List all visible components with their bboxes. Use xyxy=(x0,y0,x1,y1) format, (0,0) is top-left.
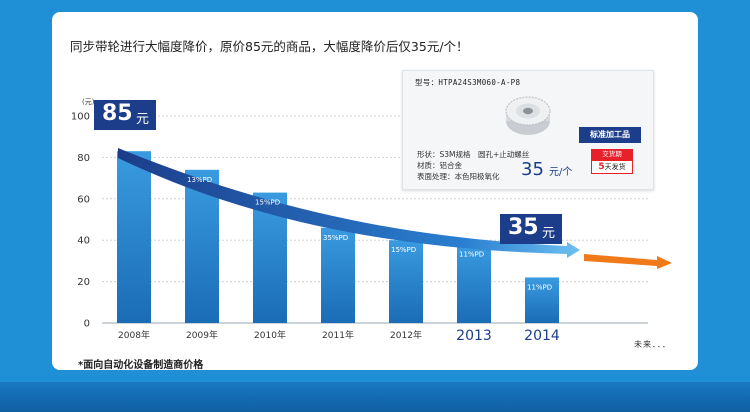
y-tick-label: 40 xyxy=(77,236,90,247)
spec-shape: 形状：S3M规格 圆孔+止动螺丝 xyxy=(417,150,530,159)
original-price-unit: 元 xyxy=(136,112,150,127)
lead-time-title: 交货期 xyxy=(591,149,633,160)
spec-surface: 表面处理：本色阳极氧化 xyxy=(417,172,500,181)
bar-2013 xyxy=(457,244,491,323)
standard-badge: 标准加工品 xyxy=(579,127,641,143)
new-price-value: 35 xyxy=(508,215,539,240)
y-tick-label: 100 xyxy=(71,112,90,123)
original-price-value: 85 xyxy=(102,101,133,126)
y-tick-label: 80 xyxy=(77,153,90,164)
x-tick-label: 2014 xyxy=(524,328,560,344)
x-tick-label: 2012年 xyxy=(390,329,422,341)
product-specs: 形状：S3M规格 圆孔+止动螺丝 材质：铝合金 表面处理：本色阳极氧化 xyxy=(417,149,529,182)
lead-time-days: 5 xyxy=(598,162,605,172)
y-tick-label: 60 xyxy=(77,194,90,205)
new-price-tag: 35 元 xyxy=(500,214,562,244)
product-price: 35 元/个 xyxy=(521,159,572,180)
x-tick-label: 2009年 xyxy=(186,329,218,341)
product-sku: 型号：HTPA24S3M060-A-P8 xyxy=(415,78,521,87)
bar-data-label: 35%PD xyxy=(323,234,348,242)
product-price-unit: 元/个 xyxy=(549,167,573,178)
x-tick-label: 2011年 xyxy=(322,329,354,341)
headline: 同步带轮进行大幅度降价，原价85元的商品，大幅度降价后仅35元/个！ xyxy=(70,39,469,54)
bar-data-label: 11%PD xyxy=(459,250,484,258)
content-card: 同步带轮进行大幅度降价，原价85元的商品，大幅度降价后仅35元/个！ 0 20 40… xyxy=(52,12,698,371)
bar-data-label: 15%PD xyxy=(255,199,280,207)
original-price-tag: 85 元 xyxy=(94,100,156,130)
x-tick-label: 2013 xyxy=(456,328,492,344)
y-tick-label: 0 xyxy=(84,319,90,330)
lead-time-box: 5天发货 xyxy=(591,160,633,174)
trend-arrow-blue xyxy=(118,148,580,258)
price-bar-chart: 0 20 40 60 80 100 2008年 13%PD 2009年 15%PD 2010年 35%… xyxy=(71,98,672,344)
x-tick-label: 2010年 xyxy=(254,329,286,341)
bar-data-label: 11%PD xyxy=(527,283,552,291)
bar-2012年 xyxy=(389,240,423,323)
timing-pulley-image xyxy=(505,96,551,135)
spec-material: 材质：铝合金 xyxy=(417,161,462,170)
y-tick-label: 20 xyxy=(77,277,90,288)
new-price-unit: 元 xyxy=(542,226,556,241)
product-card[interactable]: 型号：HTPA24S3M060-A-P8 标准加工品 形状：S3M规格 圆孔+止… xyxy=(402,70,654,190)
bottom-band xyxy=(0,382,750,412)
lead-time-unit: 天发货 xyxy=(604,163,626,171)
x-tick-label: 2008年 xyxy=(118,329,150,341)
bar-2014 xyxy=(525,277,559,323)
bar-data-label: 15%PD xyxy=(391,246,416,254)
product-price-value: 35 xyxy=(521,159,544,180)
trend-arrow-orange xyxy=(584,254,672,269)
y-unit-label: (元) xyxy=(82,98,95,106)
bar-2011年 xyxy=(321,227,355,323)
future-label: 未来．．． xyxy=(634,340,671,349)
bar-data-label: 13%PD xyxy=(187,176,212,184)
bar-2008年 xyxy=(117,151,151,323)
footnote: *面向自动化设备制造商价格 xyxy=(78,360,204,371)
